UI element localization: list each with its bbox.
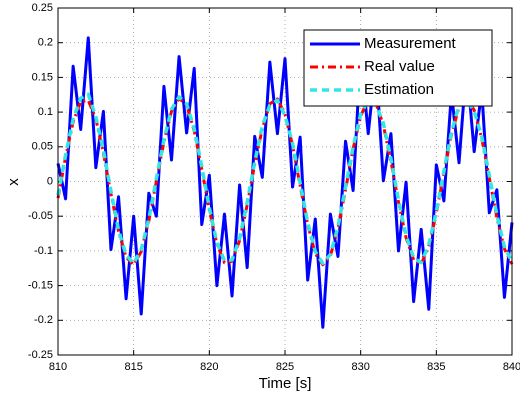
y-tick-label: 0.25 xyxy=(32,2,53,14)
y-tick-label: 0.15 xyxy=(32,71,53,83)
x-tick-label: 820 xyxy=(200,361,218,373)
y-tick-label: -0.2 xyxy=(34,314,53,326)
y-tick-label: -0.05 xyxy=(28,210,53,222)
legend: Measurement Real value Estimation xyxy=(303,29,493,107)
series-line xyxy=(56,36,514,329)
y-tick-label: -0.1 xyxy=(34,245,53,257)
x-tick-label: 815 xyxy=(124,361,142,373)
x-tick-label: 840 xyxy=(503,361,520,373)
y-tick-label: 0.05 xyxy=(32,141,53,153)
legend-label: Real value xyxy=(364,58,435,75)
legend-label: Estimation xyxy=(364,81,434,98)
x-tick-label: 810 xyxy=(49,361,67,373)
y-axis-label: x xyxy=(5,178,22,186)
x-tick-label: 835 xyxy=(427,361,445,373)
legend-label: Measurement xyxy=(364,35,457,52)
plot-frame xyxy=(57,7,513,356)
y-tick-label: -0.25 xyxy=(28,349,53,361)
x-tick-label: 825 xyxy=(276,361,294,373)
y-tick-label: 0.1 xyxy=(38,106,53,118)
x-axis-label: Time [s] xyxy=(259,375,312,392)
y-tick-label: 0 xyxy=(47,175,53,187)
y-tick-label: -0.15 xyxy=(28,280,53,292)
x-tick-label: 830 xyxy=(351,361,369,373)
y-tick-label: 0.2 xyxy=(38,37,53,49)
